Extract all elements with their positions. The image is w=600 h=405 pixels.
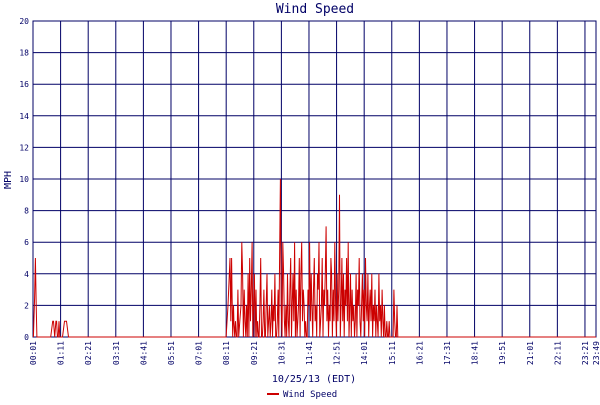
x-tick-label: 19:51 <box>498 341 507 365</box>
x-tick-label: 15:11 <box>388 341 397 365</box>
x-tick-label: 23:49 <box>592 341 600 365</box>
x-tick-label: 12:51 <box>333 341 342 365</box>
x-tick-label: 01:11 <box>57 341 66 365</box>
y-axis-label: MPH <box>3 171 14 189</box>
x-tick-label: 03:31 <box>112 341 121 365</box>
y-tick-label: 14 <box>19 112 29 121</box>
x-axis-label: 10/25/13 (EDT) <box>272 374 356 385</box>
y-tick-label: 20 <box>19 17 29 26</box>
x-tick-label: 07:01 <box>195 341 204 365</box>
x-tick-label: 17:31 <box>443 341 452 365</box>
y-tick-label: 6 <box>24 238 29 247</box>
y-tick-label: 4 <box>24 270 29 279</box>
y-tick-label: 16 <box>19 80 29 89</box>
y-tick-label: 2 <box>24 301 29 310</box>
x-tick-label: 08:11 <box>222 341 231 365</box>
x-tick-label: 22:11 <box>553 341 562 365</box>
legend: Wind Speed <box>267 390 337 400</box>
x-tick-label: 23:21 <box>581 341 590 365</box>
y-tick-label: 18 <box>19 49 29 58</box>
x-tick-label: 02:21 <box>84 341 93 365</box>
y-tick-label: 12 <box>19 143 29 152</box>
legend-label: Wind Speed <box>283 390 337 400</box>
x-tick-label: 16:21 <box>415 341 424 365</box>
x-tick-label: 04:41 <box>139 341 148 365</box>
y-tick-label: 10 <box>19 175 29 184</box>
x-tick-label: 14:01 <box>360 341 369 365</box>
grid <box>33 21 596 337</box>
x-tick-label: 18:41 <box>471 341 480 365</box>
x-tick-label: 05:51 <box>167 341 176 365</box>
y-tick-label: 0 <box>24 333 29 342</box>
x-tick-label: 11:41 <box>305 341 314 365</box>
x-axis-ticks: 00:01 01:11 02:21 03:31 04:41 05:51 07:01 08:11… <box>29 341 600 365</box>
y-tick-label: 8 <box>24 207 29 216</box>
x-tick-label: 10:31 <box>277 341 286 365</box>
wind-speed-series-line <box>32 178 596 338</box>
y-axis-ticks: 0 2 4 6 8 10 12 14 16 18 20 <box>19 17 29 342</box>
chart-title: Wind Speed <box>276 2 354 17</box>
x-tick-label: 00:01 <box>29 341 38 365</box>
x-tick-label: 09:21 <box>250 341 259 365</box>
x-tick-label: 21:01 <box>526 341 535 365</box>
